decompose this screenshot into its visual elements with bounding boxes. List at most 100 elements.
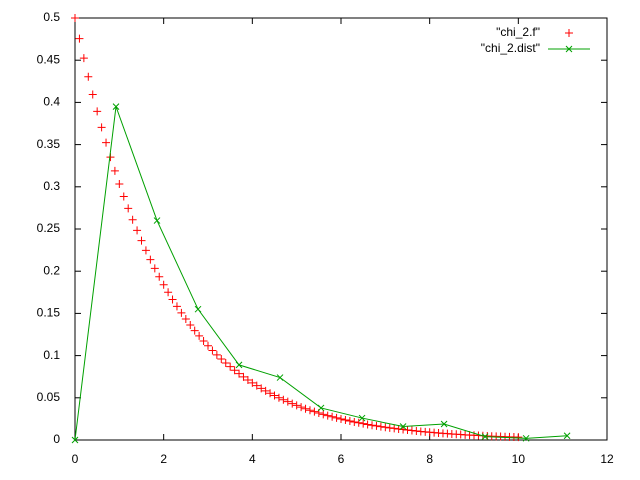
data-point [310, 407, 319, 416]
data-point [93, 107, 102, 116]
data-point [124, 204, 133, 213]
data-point [164, 288, 173, 297]
data-point [252, 381, 261, 390]
y-tick-label: 0.35 [37, 137, 61, 151]
data-point [359, 419, 368, 428]
data-point [226, 362, 235, 371]
data-point [363, 420, 372, 429]
data-point [235, 369, 244, 378]
data-point [358, 414, 366, 422]
legend-label: "chi_2.dist" [481, 41, 540, 55]
x-tick-label: 6 [338, 452, 345, 466]
y-tick-label: 0.1 [43, 348, 60, 362]
data-point [71, 436, 79, 444]
y-tick-label: 0.2 [43, 263, 60, 277]
y-tick-label: 0.45 [37, 52, 61, 66]
data-point [385, 423, 394, 432]
data-point [257, 384, 266, 393]
data-point [186, 320, 195, 329]
data-point [292, 401, 301, 410]
x-tick-label: 10 [512, 452, 526, 466]
data-point [177, 308, 186, 317]
series-line [74, 106, 568, 441]
y-tick-label: 0.5 [43, 10, 60, 24]
data-point [341, 415, 350, 424]
data-point [239, 372, 248, 381]
data-point [141, 246, 150, 255]
x-tick-label: 4 [249, 452, 256, 466]
plot-border [74, 17, 608, 441]
data-point [305, 406, 314, 415]
data-point [190, 326, 199, 335]
y-tick-label: 0.05 [37, 390, 61, 404]
data-point [79, 54, 88, 63]
data-point [399, 423, 407, 430]
data-point [522, 434, 530, 442]
legend-label: "chi_2.f" [496, 25, 540, 39]
data-point [332, 413, 341, 422]
data-point [301, 404, 310, 413]
data-point [112, 103, 120, 110]
data-point [221, 358, 230, 367]
data-point [153, 217, 161, 224]
data-point [115, 180, 124, 189]
data-point [297, 403, 306, 412]
data-point [199, 336, 208, 345]
data-point [71, 14, 79, 22]
data-point [230, 366, 239, 375]
x-tick-label: 0 [72, 452, 79, 466]
data-point [88, 90, 97, 99]
data-point [261, 386, 270, 395]
data-point [137, 236, 146, 245]
data-point [288, 399, 297, 408]
data-point [159, 280, 168, 289]
data-point [323, 411, 332, 420]
data-point [102, 138, 111, 147]
data-point [317, 404, 325, 412]
y-tick-label: 0.4 [43, 95, 60, 109]
data-point [208, 346, 217, 355]
data-point [276, 374, 284, 381]
data-point [514, 433, 523, 442]
data-point [372, 421, 381, 430]
data-point [328, 412, 337, 421]
data-point [337, 414, 345, 423]
data-point [350, 417, 359, 426]
data-point [243, 375, 252, 384]
y-tick-label: 0 [53, 432, 60, 446]
data-point [194, 305, 202, 313]
data-point [274, 393, 283, 402]
data-point [563, 432, 571, 440]
data-point [150, 264, 159, 273]
data-point [381, 423, 390, 432]
y-tick-label: 0.3 [43, 179, 60, 193]
data-point [168, 295, 177, 304]
data-point [195, 331, 204, 340]
data-point [368, 421, 377, 430]
data-point [279, 395, 288, 404]
x-tick-label: 8 [426, 452, 433, 466]
data-point [440, 420, 448, 428]
data-point [266, 389, 275, 398]
data-point [75, 34, 84, 43]
data-point [248, 378, 257, 387]
data-point [133, 226, 142, 235]
x-tick-label: 12 [600, 452, 614, 466]
data-point [390, 424, 399, 433]
data-point [146, 255, 155, 264]
data-point [354, 418, 363, 427]
data-point [217, 354, 226, 363]
data-point [376, 422, 385, 431]
data-point [204, 341, 212, 350]
data-point [119, 192, 128, 201]
data-point [128, 215, 137, 224]
data-point [235, 361, 243, 369]
x-tick-label: 2 [160, 452, 167, 466]
data-point [181, 315, 190, 324]
data-point [97, 123, 106, 132]
data-point [319, 410, 328, 419]
data-point [212, 350, 221, 359]
data-point [270, 391, 279, 400]
